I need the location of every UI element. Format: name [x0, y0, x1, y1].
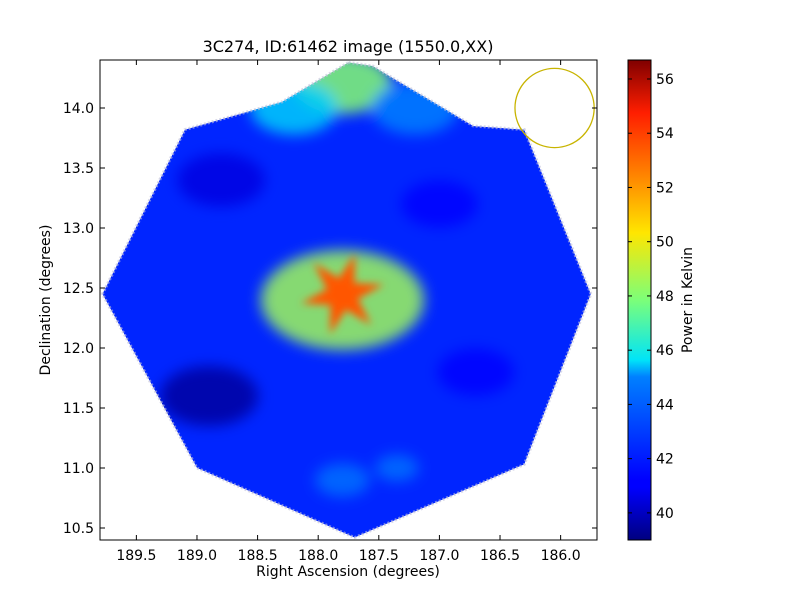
x-axis-label: Right Ascension (degrees) — [256, 564, 440, 580]
plot-frame — [99, 59, 598, 541]
x-tick-label: 188.0 — [298, 548, 338, 564]
y-tick-label: 14.0 — [63, 101, 94, 117]
x-tick-label: 187.5 — [359, 548, 399, 564]
x-axis: 189.5 189.0 188.5 188.0 187.5 187.0 186.5 186.0 — [116, 60, 581, 564]
colorbar-tick-label: 46 — [656, 343, 674, 359]
x-tick-label: 186.5 — [480, 548, 520, 564]
beam-circle — [514, 67, 595, 149]
emission-feature — [375, 454, 419, 482]
x-tick-label: 186.0 — [541, 548, 581, 564]
x-tick-label: 189.0 — [177, 548, 217, 564]
y-tick-label: 13.0 — [63, 221, 94, 237]
colorbar-tick-label: 56 — [656, 72, 674, 88]
plot-area — [100, 60, 595, 540]
chart-title: 3C274, ID:61462 image (1550.0,XX) — [203, 37, 494, 56]
colorbar-tick-label: 50 — [656, 235, 674, 251]
emission-feature — [315, 463, 370, 497]
colorbar: 40 42 44 46 48 50 52 54 56 Power in Kelvin — [627, 59, 696, 541]
colorbar-tick-label: 44 — [656, 397, 674, 413]
colorbar-tick-label: 54 — [656, 126, 674, 142]
emission-feature — [177, 153, 265, 207]
y-axis-label: Declination (degrees) — [38, 225, 54, 376]
y-tick-label: 10.5 — [63, 521, 94, 537]
colorbar-tick-label: 52 — [656, 180, 674, 196]
y-tick-label: 12.0 — [63, 341, 94, 357]
x-tick-label: 189.5 — [116, 548, 156, 564]
colorbar-tick-label: 48 — [656, 289, 674, 305]
image-footprint-edge — [100, 60, 593, 540]
emission-feature — [437, 348, 514, 396]
emission-feature — [160, 365, 259, 427]
y-tick-label: 13.5 — [63, 161, 94, 177]
colorbar-tick-label: 42 — [656, 452, 674, 468]
colorbar-tick-label: 40 — [656, 506, 674, 522]
y-tick-label: 11.0 — [63, 461, 94, 477]
x-tick-label: 188.5 — [238, 548, 278, 564]
colorbar-label: Power in Kelvin — [680, 247, 696, 353]
colorbar-gradient — [627, 59, 652, 541]
x-tick-label: 187.0 — [419, 548, 459, 564]
y-tick-label: 11.5 — [63, 401, 94, 417]
y-axis: 10.5 11.0 11.5 12.0 12.5 13.0 13.5 14.0 — [63, 101, 597, 537]
emission-core — [301, 253, 384, 335]
y-tick-label: 12.5 — [63, 281, 94, 297]
emission-feature — [401, 180, 478, 228]
